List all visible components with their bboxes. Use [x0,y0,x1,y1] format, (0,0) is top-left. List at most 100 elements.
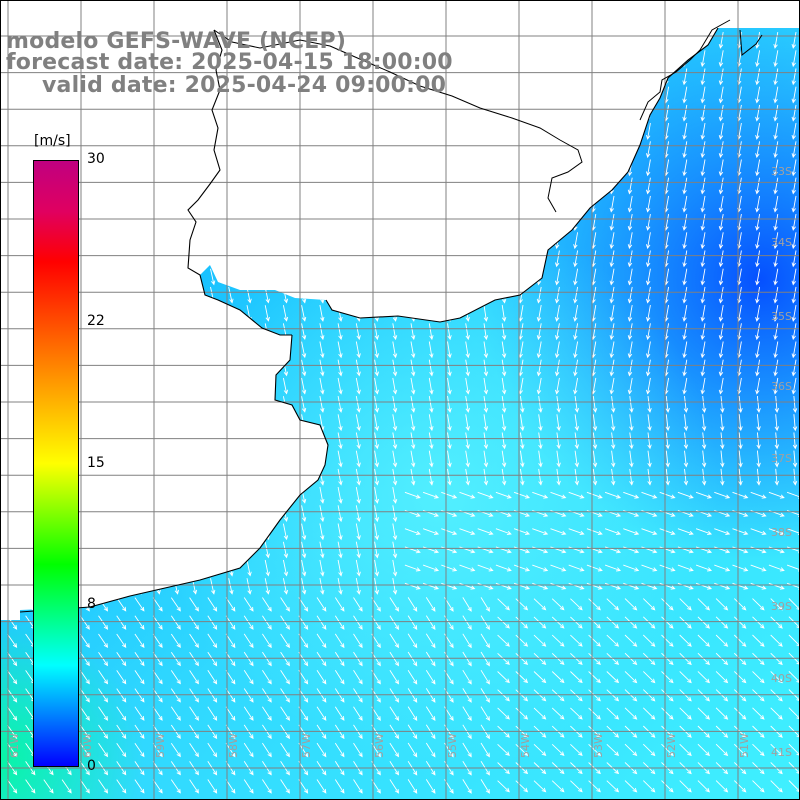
wind-arrow [282,432,289,450]
wind-arrow [118,578,125,595]
wind-arrow [246,141,252,158]
wind-arrow [641,491,658,499]
wind-arrow [645,250,651,268]
wind-arrow [714,582,731,590]
wind-arrow [82,377,89,395]
wind-arrow [100,232,107,249]
wind-arrow [9,468,16,486]
wind-arrow [570,743,583,756]
wind-arrow [337,450,343,468]
wind-arrow [501,468,507,486]
wind-arrow [173,268,180,286]
wind-arrow [682,377,688,395]
wind-arrow [697,598,711,611]
wind-arrow [280,779,290,794]
wind-arrow [355,141,361,159]
wind-arrow [447,123,452,140]
wind-arrow [228,359,234,377]
wind-arrow [733,652,747,666]
wind-arrow [718,305,724,322]
wind-arrow [647,414,652,432]
wind-arrow [733,707,747,720]
wind-arrow [682,141,688,159]
wind-arrow [9,359,16,377]
wind-arrow [137,159,143,177]
wind-arrow [228,323,234,340]
wind-arrow [718,341,724,359]
wind-arrow [316,779,327,794]
wind-arrow [661,743,674,757]
longitude-label: 59W [154,733,167,758]
wind-arrow [752,743,765,757]
wind-arrow [791,341,797,359]
wind-arrow [355,432,361,450]
wind-arrow [701,468,707,486]
forecast-date: forecast date: 2025-04-15 18:00:00 [6,50,453,75]
wind-arrow [756,414,761,432]
wind-arrow [755,50,761,68]
wind-arrow [768,528,785,536]
wind-arrow [465,32,470,49]
wind-arrow [483,68,489,86]
wind-arrow [422,546,440,554]
wind-arrow [700,68,706,86]
wind-arrow [264,487,270,504]
wind-arrow [155,396,161,413]
wind-arrow [791,268,797,286]
wind-arrow [573,359,579,377]
wind-arrow [570,780,583,793]
wind-arrow [701,414,707,432]
wind-arrow [642,652,656,666]
longitude-label: 51W [738,733,751,758]
wind-arrow [137,232,143,249]
wind-arrow [519,414,525,432]
wind-arrow [536,286,542,304]
wind-arrow [536,159,542,177]
wind-arrow [792,468,798,486]
latitude-label: 37S [771,452,792,465]
wind-arrow [536,141,542,159]
wind-arrow [568,582,585,590]
wind-arrow [518,141,524,159]
wind-arrow [627,232,633,250]
wind-arrow [573,268,579,286]
wind-arrow [173,432,180,450]
wind-arrow [355,323,361,341]
wind-arrow [447,305,452,322]
wind-arrow [695,582,713,590]
wind-arrow [118,323,125,340]
wind-arrow [515,780,529,793]
wind-arrow [447,141,452,159]
wind-arrow [173,377,180,395]
wind-arrow [173,450,180,468]
wind-arrow [645,68,651,86]
wind-arrow [441,528,458,536]
wind-arrow [355,505,361,523]
wind-arrow [246,341,252,359]
wind-arrow [774,432,780,450]
wind-arrow [319,450,325,468]
wind-arrow [755,68,761,86]
wind-arrow [210,450,216,468]
wind-arrow [462,669,472,685]
wind-arrow [465,414,470,432]
wind-arrow [733,598,747,611]
wind-arrow [791,32,797,49]
wind-arrow [264,268,270,286]
wind-arrow [773,32,779,49]
wind-arrow [282,250,289,268]
wind-arrow [609,250,615,268]
wind-arrow [586,546,603,554]
wind-arrow [282,177,289,195]
wind-arrow [45,104,52,122]
wind-arrow [152,779,163,794]
wind-arrow [262,651,272,667]
wind-arrow [700,86,706,104]
wind-arrow [82,341,89,359]
wind-arrow [551,652,565,665]
wind-arrow [513,491,531,499]
wind-arrow [518,50,524,68]
wind-arrow [100,414,107,431]
wind-arrow [116,670,127,685]
wind-arrow [116,633,127,649]
